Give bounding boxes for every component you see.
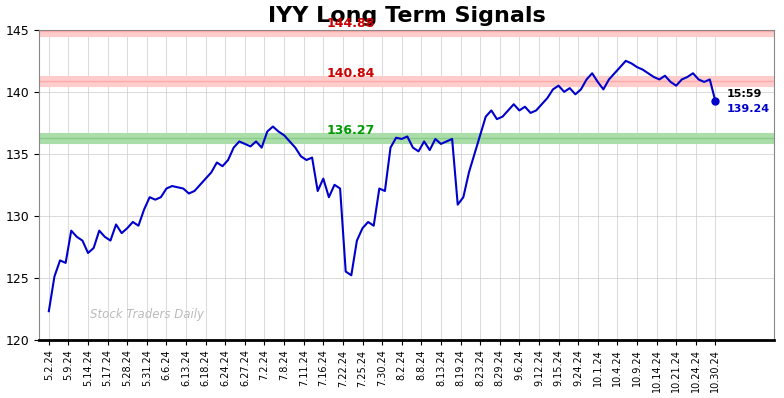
Text: 136.27: 136.27 [327, 124, 375, 137]
Text: 144.88: 144.88 [327, 17, 375, 30]
Text: 140.84: 140.84 [327, 67, 375, 80]
Text: 139.24: 139.24 [727, 104, 770, 114]
Text: Stock Traders Daily: Stock Traders Daily [90, 308, 205, 321]
Title: IYY Long Term Signals: IYY Long Term Signals [268, 6, 546, 25]
Text: 15:59: 15:59 [727, 89, 763, 99]
